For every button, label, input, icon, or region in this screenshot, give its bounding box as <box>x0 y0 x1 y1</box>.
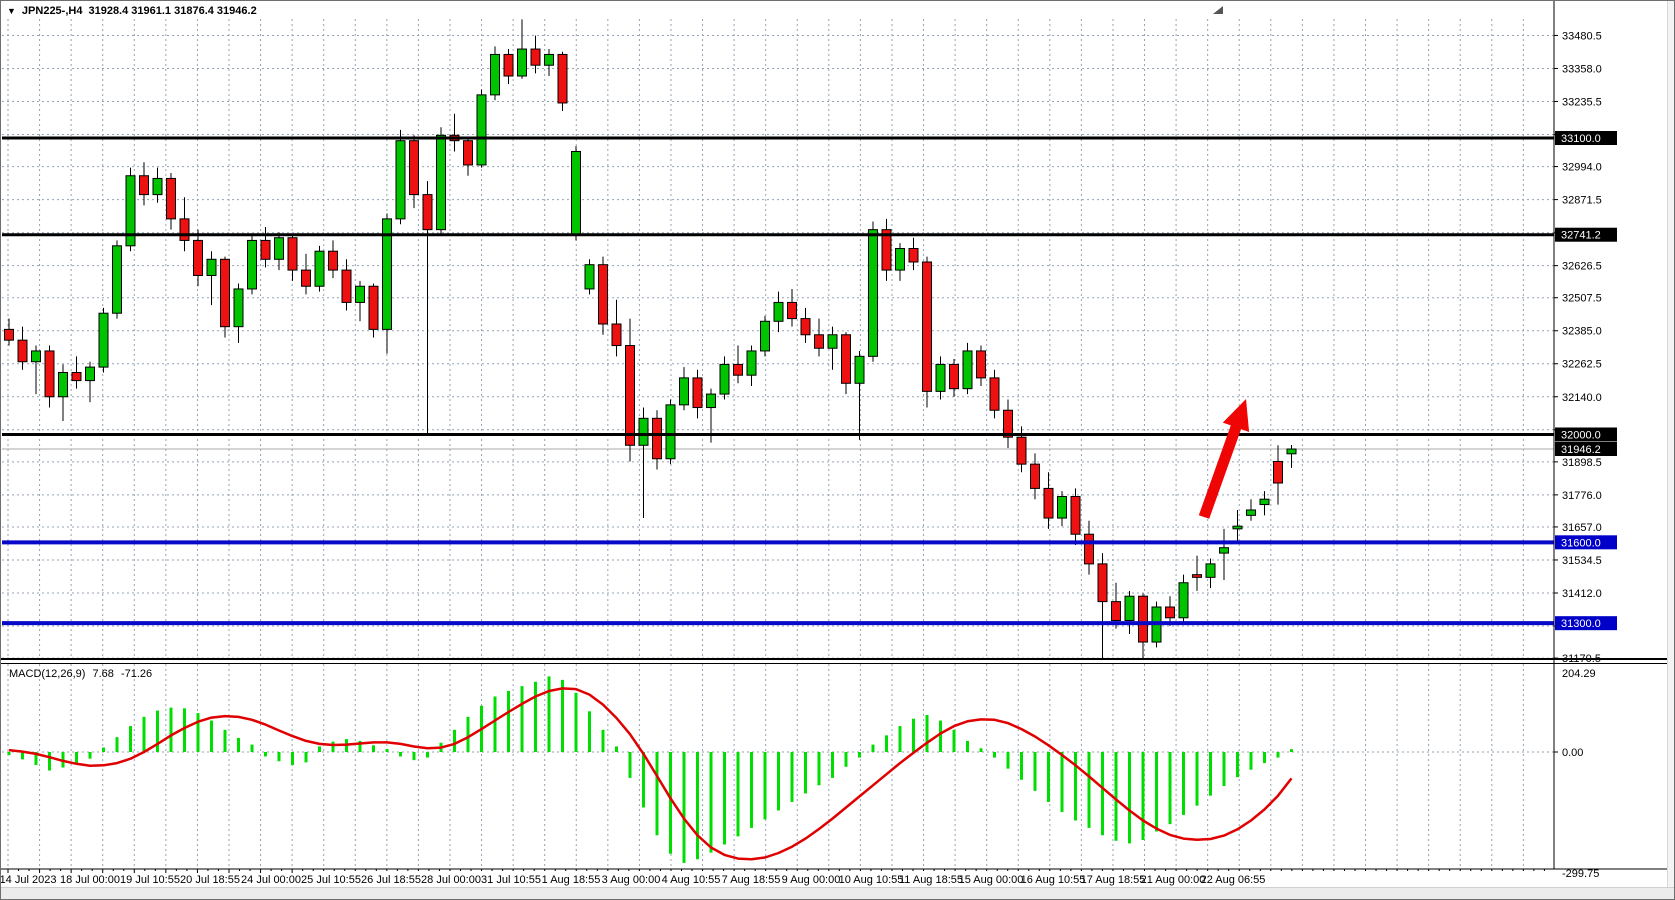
svg-text:33480.5: 33480.5 <box>1562 30 1602 42</box>
svg-text:31776.0: 31776.0 <box>1562 490 1602 502</box>
svg-text:31300.0: 31300.0 <box>1561 618 1601 630</box>
svg-text:0.00: 0.00 <box>1562 747 1583 759</box>
svg-text:32000.0: 32000.0 <box>1561 429 1601 441</box>
svg-text:31898.5: 31898.5 <box>1562 457 1602 469</box>
symbol-dropdown-icon[interactable]: ▼ <box>7 6 16 16</box>
svg-text:3 Aug 00:00: 3 Aug 00:00 <box>602 874 661 886</box>
svg-text:31534.5: 31534.5 <box>1562 555 1602 567</box>
macd-signal-value: -71.26 <box>120 668 153 680</box>
title-ohlc-values: 31928.4 31961.1 31876.4 31946.2 <box>88 5 257 17</box>
svg-text:31412.0: 31412.0 <box>1562 588 1602 600</box>
macd-indicator-label: MACD(12,26,9) 7.68 -71.26 <box>9 668 156 680</box>
svg-text:33358.0: 33358.0 <box>1562 63 1602 75</box>
svg-text:32262.5: 32262.5 <box>1562 359 1602 371</box>
svg-text:17 Aug 18:55: 17 Aug 18:55 <box>1081 874 1146 886</box>
svg-text:25 Jul 10:55: 25 Jul 10:55 <box>301 874 361 886</box>
svg-text:21 Aug 00:00: 21 Aug 00:00 <box>1141 874 1206 886</box>
time-axis[interactable]: 14 Jul 2023 18 Jul 00:00 19 Jul 10:55 20 Ju… <box>1 869 1545 886</box>
macd-value: 7.68 <box>92 668 114 680</box>
svg-text:32994.0: 32994.0 <box>1562 162 1602 174</box>
candlesticks <box>4 19 1297 659</box>
symbol-period-label: JPN225-,H4 <box>21 5 83 17</box>
svg-text:32741.2: 32741.2 <box>1561 230 1601 242</box>
svg-text:9 Aug 00:00: 9 Aug 00:00 <box>782 874 841 886</box>
svg-text:31 Jul 10:55: 31 Jul 10:55 <box>481 874 541 886</box>
svg-text:11 Aug 18:55: 11 Aug 18:55 <box>899 874 963 886</box>
svg-text:22 Aug 06:55: 22 Aug 06:55 <box>1201 874 1266 886</box>
price-axis[interactable]: 33480.5 33358.0 33235.5 32994.0 32871.5 32626… <box>1554 30 1617 665</box>
svg-text:32140.0: 32140.0 <box>1562 392 1602 404</box>
svg-text:32626.5: 32626.5 <box>1562 261 1602 273</box>
svg-text:33235.5: 33235.5 <box>1562 96 1602 108</box>
status-strip <box>1 887 1674 899</box>
svg-text:31170.5: 31170.5 <box>1562 653 1601 665</box>
svg-text:4 Aug 10:55: 4 Aug 10:55 <box>662 874 721 886</box>
svg-text:14 Jul 2023: 14 Jul 2023 <box>1 874 56 886</box>
macd-axis[interactable]: 204.29 0.00 -299.75 <box>1554 668 1599 880</box>
svg-text:1 Aug 18:55: 1 Aug 18:55 <box>542 874 601 886</box>
svg-text:26 Jul 18:55: 26 Jul 18:55 <box>361 874 421 886</box>
svg-text:7 Aug 18:55: 7 Aug 18:55 <box>722 874 781 886</box>
window-right-edge <box>1667 1 1674 887</box>
svg-text:10 Aug 10:55: 10 Aug 10:55 <box>839 874 904 886</box>
svg-text:32507.5: 32507.5 <box>1562 293 1602 305</box>
svg-text:31946.2: 31946.2 <box>1561 444 1601 456</box>
svg-text:19 Jul 10:55: 19 Jul 10:55 <box>120 874 180 886</box>
macd-name: MACD(12,26,9) <box>9 668 86 680</box>
svg-text:16 Aug 10:55: 16 Aug 10:55 <box>1021 874 1086 886</box>
svg-text:24 Jul 00:00: 24 Jul 00:00 <box>241 874 301 886</box>
svg-text:31657.0: 31657.0 <box>1562 522 1602 534</box>
svg-text:15 Aug 00:00: 15 Aug 00:00 <box>959 874 1024 886</box>
svg-text:31600.0: 31600.0 <box>1561 537 1601 549</box>
svg-text:32385.0: 32385.0 <box>1562 326 1602 338</box>
macd-signal-line <box>8 687 1293 861</box>
svg-text:18 Jul 00:00: 18 Jul 00:00 <box>60 874 120 886</box>
chart-shift-marker[interactable] <box>1213 6 1223 14</box>
svg-text:28 Jul 00:00: 28 Jul 00:00 <box>421 874 481 886</box>
svg-text:33100.0: 33100.0 <box>1561 133 1601 145</box>
macd-histogram <box>7 676 1293 863</box>
trend-arrow <box>1198 399 1250 519</box>
level-lines <box>2 136 1554 626</box>
svg-text:20 Jul 18:55: 20 Jul 18:55 <box>180 874 240 886</box>
svg-text:204.29: 204.29 <box>1562 668 1596 680</box>
svg-text:-299.75: -299.75 <box>1562 868 1599 880</box>
title-bar: ▼ JPN225-,H4 31928.4 31961.1 31876.4 319… <box>7 4 257 18</box>
svg-text:32871.5: 32871.5 <box>1562 195 1602 207</box>
